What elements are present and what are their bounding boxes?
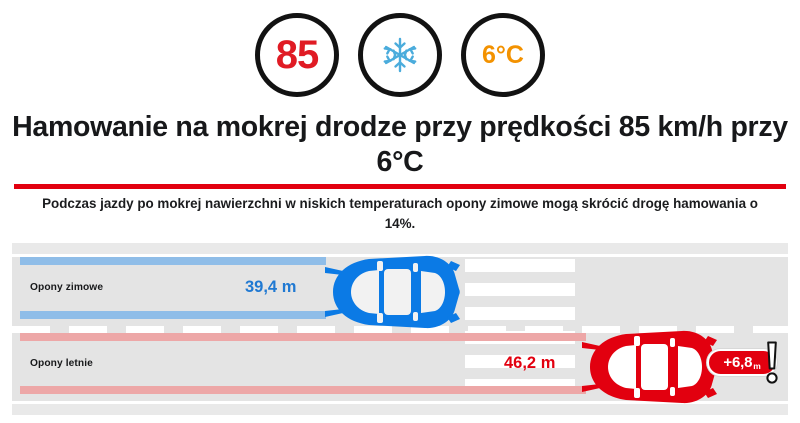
badge-row: 85 6°C bbox=[0, 9, 800, 101]
road-shoulder-top bbox=[12, 243, 788, 254]
centerline-dash bbox=[240, 326, 278, 333]
centerline-dash bbox=[411, 326, 449, 333]
summer-bar-bottom bbox=[20, 386, 586, 394]
winter-distance-value: 39,4 m bbox=[245, 278, 297, 296]
centerline-dash bbox=[582, 326, 620, 333]
crossing-stripe bbox=[465, 283, 575, 296]
crossing-stripe bbox=[465, 307, 575, 320]
snowflake-icon bbox=[380, 35, 420, 75]
crossing-stripe bbox=[465, 259, 575, 272]
lane-label-summer: Opony letnie bbox=[30, 358, 93, 369]
centerline-dash bbox=[696, 326, 734, 333]
centerline-dash bbox=[297, 326, 335, 333]
temperature-badge: 6°C bbox=[461, 13, 545, 97]
centerline-dash bbox=[525, 326, 563, 333]
car-icon-winter bbox=[321, 249, 461, 340]
centerline-dash bbox=[69, 326, 107, 333]
road-shoulder-bottom bbox=[12, 404, 788, 415]
difference-unit: m bbox=[753, 361, 761, 371]
difference-badge: +6,8 m bbox=[707, 349, 777, 376]
road-scene: Opony zimowe 39,4 m bbox=[12, 243, 788, 415]
centerline-dash bbox=[354, 326, 392, 333]
speed-badge-value: 85 bbox=[275, 33, 319, 77]
summer-distance-value: 46,2 m bbox=[504, 354, 556, 372]
page-subtitle: Podczas jazdy po mokrej nawierzchni w ni… bbox=[42, 196, 758, 232]
title-divider bbox=[14, 184, 786, 189]
lane-winter-tires: Opony zimowe 39,4 m bbox=[12, 255, 788, 329]
road-centerline bbox=[12, 326, 788, 333]
crossing-stripe bbox=[465, 355, 575, 368]
snowflake-badge bbox=[358, 13, 442, 97]
centerline-dash bbox=[753, 326, 788, 333]
centerline-dash bbox=[183, 326, 221, 333]
difference-value: +6,8 bbox=[723, 354, 753, 371]
car-icon-summer bbox=[578, 324, 718, 415]
lane-summer-tires: Opony letnie 46,2 m bbox=[12, 330, 788, 404]
winter-bar-top bbox=[20, 257, 326, 265]
winter-bar-bottom bbox=[20, 311, 326, 319]
centerline-dash bbox=[468, 326, 506, 333]
speed-badge: 85 bbox=[255, 13, 339, 97]
centerline-dash bbox=[12, 326, 50, 333]
centerline-dash bbox=[126, 326, 164, 333]
centerline-dash bbox=[639, 326, 677, 333]
page-title: Hamowanie na mokrej drodze przy prędkośc… bbox=[12, 111, 788, 178]
summer-bar-top bbox=[20, 333, 586, 341]
exclamation-icon bbox=[765, 341, 779, 385]
temperature-badge-value: 6°C bbox=[482, 40, 524, 69]
lane-label-winter: Opony zimowe bbox=[30, 282, 104, 293]
